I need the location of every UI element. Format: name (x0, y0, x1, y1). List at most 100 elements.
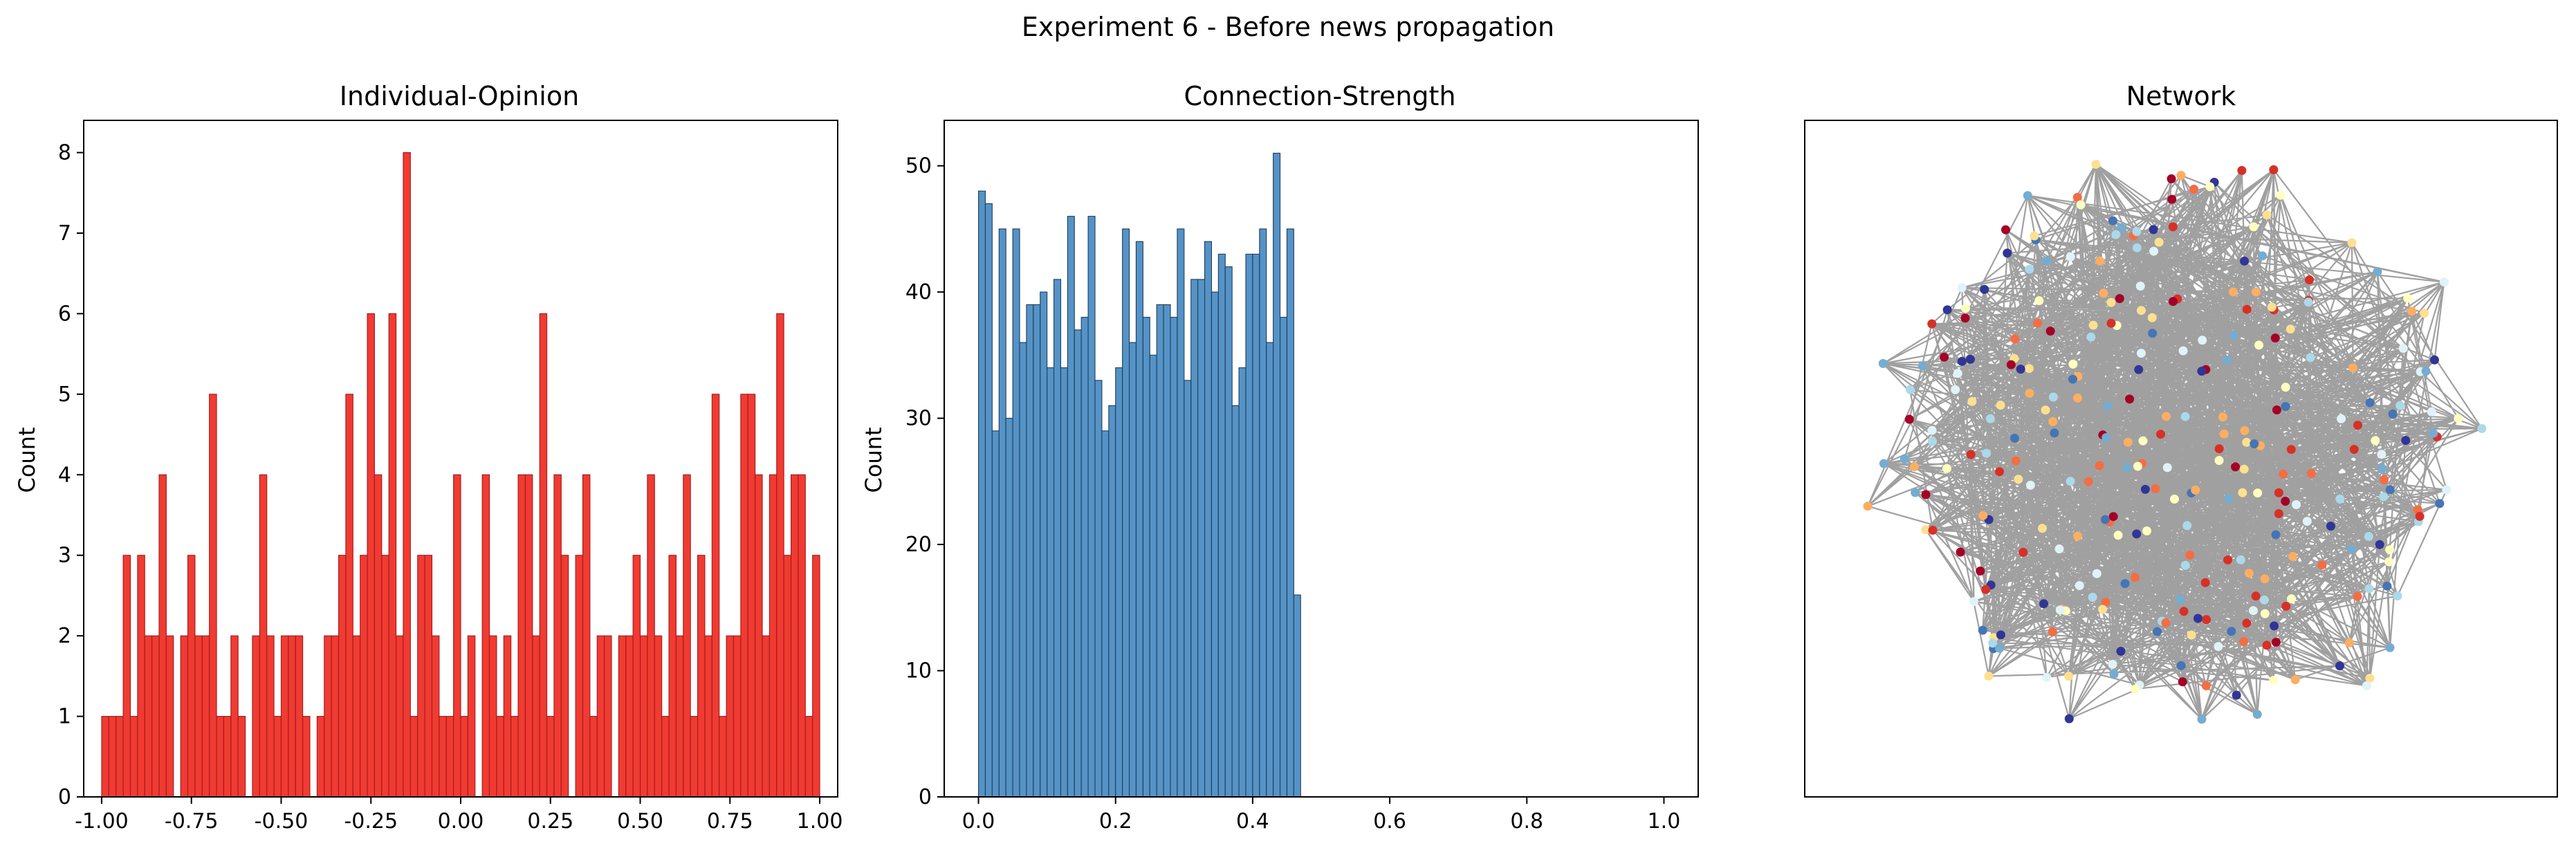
histogram-bar (1204, 241, 1213, 798)
histogram-bar (1067, 216, 1075, 798)
network-node (2267, 302, 2276, 312)
histogram-bar (740, 394, 748, 798)
network-node (1978, 511, 1988, 520)
histogram-bar (410, 716, 418, 798)
histogram-bar (352, 635, 361, 798)
network-node (2088, 320, 2098, 330)
network-node (2064, 672, 2074, 681)
network-node (1942, 463, 1951, 473)
network-node (1910, 462, 1920, 472)
network-node (2403, 293, 2413, 303)
x-tick-label: 0.8 (1510, 809, 1543, 834)
histogram-bar (137, 555, 145, 798)
network-node (2088, 592, 2097, 602)
network-node (2073, 531, 2083, 541)
network-node (2185, 551, 2195, 560)
network-node (2108, 216, 2117, 226)
histogram-bar (324, 635, 332, 798)
network-node (1985, 414, 1995, 423)
network-node (2218, 412, 2227, 422)
network-node (2415, 512, 2425, 521)
network-node (2238, 488, 2247, 497)
network-node (2271, 637, 2281, 647)
network-node (2281, 497, 2290, 506)
histogram-bar (978, 190, 986, 798)
y-tick-label: 6 (58, 302, 71, 326)
network-node (2101, 433, 2111, 443)
network-node (2259, 595, 2269, 605)
network-node (2066, 477, 2075, 486)
histogram-bar (575, 555, 584, 798)
histogram-bar (101, 716, 109, 798)
network-node (2305, 275, 2314, 284)
network-node (2023, 191, 2032, 201)
histogram-bar (194, 635, 203, 798)
network-node (2271, 530, 2281, 540)
histogram-bar (1156, 304, 1164, 798)
network-node (2269, 676, 2279, 685)
network-node (2100, 515, 2110, 524)
histogram-bar (755, 474, 763, 798)
network-node (2025, 264, 2034, 274)
network-node (2131, 573, 2140, 582)
network-node (2348, 363, 2358, 373)
network-node (2364, 532, 2373, 541)
network-node (2317, 560, 2327, 570)
network-node (2384, 557, 2394, 567)
network-node (2214, 444, 2224, 454)
histogram-bar (618, 635, 627, 798)
network-node (2385, 643, 2395, 652)
y-tick-label: 40 (905, 280, 932, 304)
network-node (2191, 486, 2200, 495)
network-node (1911, 488, 1920, 497)
network-node (1978, 625, 1987, 635)
histogram-bar (798, 474, 806, 798)
chart-title: Connection-Strength (1184, 81, 1455, 111)
network-node (2178, 677, 2187, 687)
histogram-bar (201, 635, 210, 798)
network-node (2074, 581, 2084, 590)
network-node (2223, 555, 2233, 564)
histogram-bar (1245, 253, 1253, 798)
histogram-bar (733, 635, 742, 798)
network-node (2116, 647, 2126, 656)
network-node (2025, 480, 2035, 490)
network-node (1899, 454, 1909, 463)
histogram-bar (690, 716, 699, 798)
network-node (2066, 252, 2075, 261)
histogram-bar (1231, 405, 1240, 798)
network-node (2349, 445, 2359, 454)
network-node (2260, 574, 2270, 584)
network-node (2395, 401, 2405, 410)
histogram-bar (273, 716, 282, 798)
network-node (2003, 248, 2012, 258)
network-node (2169, 297, 2178, 306)
network-node (2109, 669, 2119, 679)
y-tick-label: 20 (905, 533, 932, 557)
histogram-bar (360, 555, 368, 798)
histogram-bar (453, 474, 461, 798)
histogram-bar (1280, 317, 1288, 798)
x-tick-label: -0.75 (165, 809, 219, 834)
network-node (2010, 434, 2019, 443)
network-node (1917, 361, 1927, 371)
network-node (2244, 569, 2254, 578)
histogram-bar (1115, 367, 1123, 798)
network-node (2237, 166, 2247, 175)
network-node (2038, 524, 2047, 533)
network-node (1921, 490, 1931, 499)
network-node (2281, 601, 2291, 611)
histogram-connection-strength: Connection-Strength Count 0.0 0.2 0.4 0.6 0.… (861, 81, 1699, 834)
histogram-bar (1040, 291, 1048, 798)
histogram-bar (396, 635, 404, 798)
histogram-bar (187, 555, 196, 798)
histogram-bar (1163, 304, 1171, 798)
network-node (2180, 412, 2190, 421)
network-node (2274, 509, 2283, 518)
network-node (2240, 426, 2250, 435)
network-node (2068, 359, 2078, 369)
network-node (2274, 488, 2283, 497)
histogram-bar (639, 635, 648, 798)
histogram-bar (1054, 279, 1062, 798)
network-node (1951, 385, 1960, 394)
